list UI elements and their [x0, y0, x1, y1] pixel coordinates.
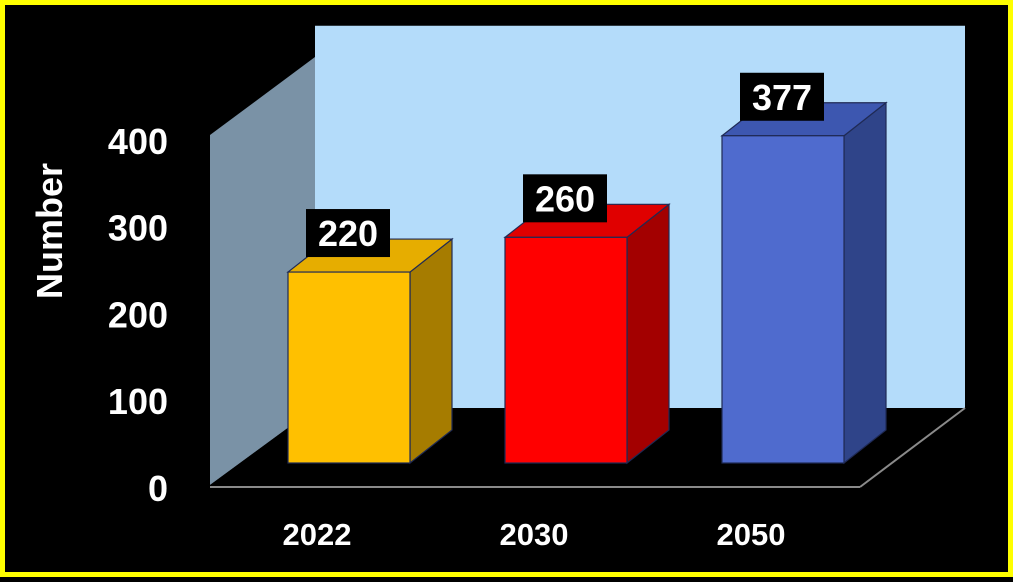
- bar-side: [626, 203, 670, 465]
- bar-side: [843, 101, 887, 465]
- bar-chart-3d: 220 260 377 0 100 200 300 400 2022 2030 2050 Num…: [29, 25, 966, 552]
- bar-front: [287, 271, 411, 464]
- data-label: 220: [318, 213, 378, 254]
- y-tick-label: 0: [148, 468, 168, 509]
- y-tick-label: 200: [108, 294, 168, 335]
- bar-front: [721, 135, 845, 464]
- bar-2050: 377: [720, 72, 888, 465]
- bars-group: 220 260 377: [286, 72, 888, 465]
- data-label: 260: [535, 178, 595, 219]
- floor-right-edge: [859, 407, 966, 488]
- bar-2030: 260: [503, 174, 671, 465]
- x-tick-label: 2022: [283, 517, 352, 552]
- y-tick-label: 100: [108, 381, 168, 422]
- x-axis-ticks: 2022 2030 2050: [283, 517, 786, 552]
- x-tick-label: 2050: [717, 517, 786, 552]
- x-tick-label: 2030: [500, 517, 569, 552]
- data-label: 377: [752, 77, 812, 118]
- y-tick-label: 400: [108, 121, 168, 162]
- y-axis-ticks: 0 100 200 300 400: [108, 121, 168, 509]
- bar-2022: 220: [286, 209, 454, 465]
- y-tick-label: 300: [108, 208, 168, 249]
- data-label-box: [523, 174, 607, 223]
- bar-front: [504, 236, 628, 464]
- data-label-box: [740, 72, 824, 121]
- bar-side: [409, 237, 453, 465]
- y-axis-label: Number: [29, 163, 70, 299]
- data-label-box: [306, 209, 390, 258]
